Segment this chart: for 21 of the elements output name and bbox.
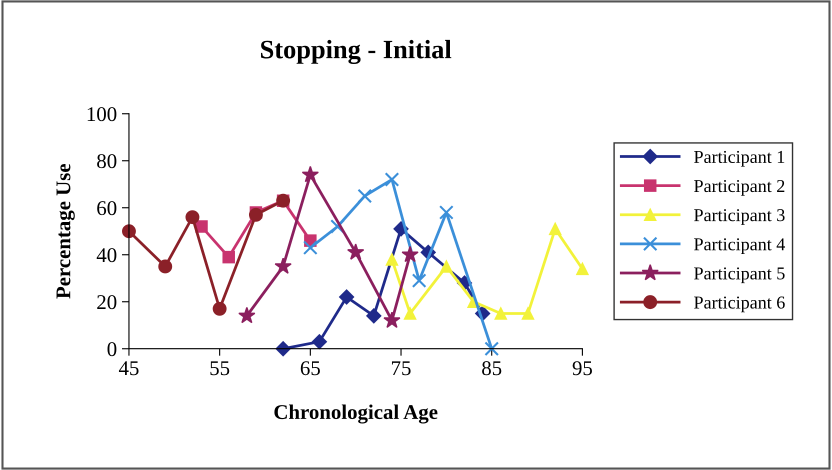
y-tick-label: 100: [88, 107, 116, 122]
legend-label: Participant 2: [694, 180, 784, 196]
y-axis-title: Percentage Use: [56, 164, 75, 299]
x-tick-label: 95: [572, 361, 592, 376]
y-tick-label: 60: [97, 201, 116, 216]
legend-label: Participant 3: [694, 209, 785, 225]
x-tick-label: 75: [392, 361, 411, 376]
y-tick-label: 40: [96, 248, 116, 262]
legend-label: Participant 1: [694, 150, 784, 167]
y-tick-label: 0: [108, 342, 116, 356]
legend-label: Participant 4: [694, 238, 786, 254]
y-tick-label: 20: [97, 295, 116, 310]
chart-title: Stopping - Initial: [261, 40, 452, 64]
x-tick-label: 65: [300, 361, 320, 376]
legend-label: Participant 6: [694, 296, 785, 312]
y-tick-label: 80: [97, 154, 116, 168]
legend-label: Participant 5: [694, 267, 785, 284]
x-tick-label: 55: [210, 361, 230, 376]
x-axis-title: Chronological Age: [274, 404, 438, 424]
x-tick-label: 85: [482, 361, 502, 376]
x-tick-label: 45: [118, 361, 139, 376]
